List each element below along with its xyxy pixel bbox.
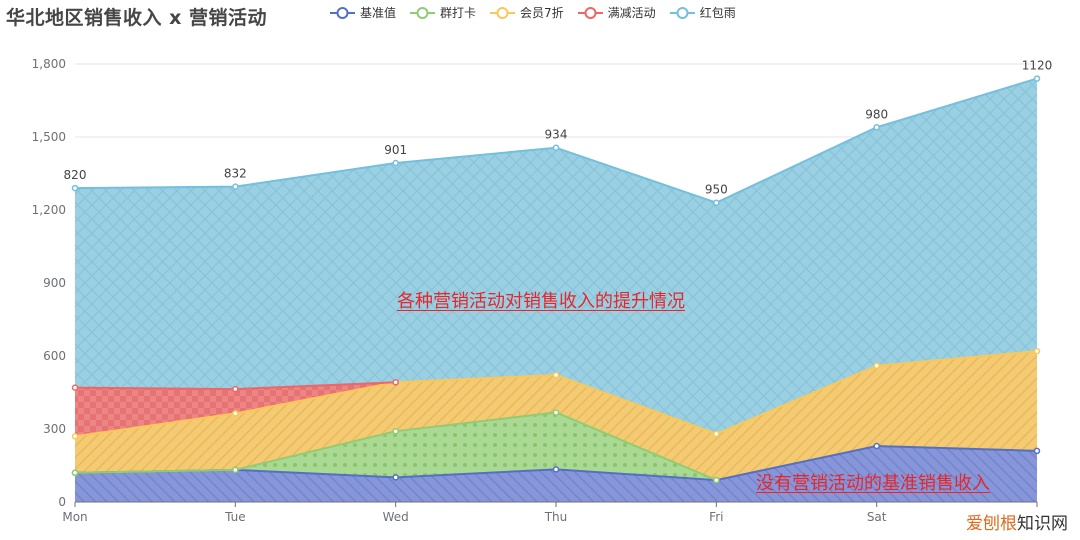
legend-item-baseline[interactable]: 基准值 bbox=[330, 4, 396, 21]
data-labels: 820 832 901 934 950 980 1120 bbox=[64, 59, 1053, 197]
line-series bbox=[71, 75, 1041, 484]
data-point[interactable] bbox=[392, 379, 399, 386]
data-point[interactable] bbox=[552, 466, 560, 473]
legend-label: 群打卡 bbox=[440, 6, 477, 20]
data-point[interactable] bbox=[392, 159, 399, 167]
legend-marker-icon bbox=[410, 6, 436, 19]
data-point[interactable] bbox=[71, 184, 79, 192]
data-point[interactable] bbox=[71, 384, 79, 391]
y-tick-label: 1,200 bbox=[32, 203, 66, 217]
watermark-part2: 知识网 bbox=[1017, 514, 1068, 534]
x-tick-label: Tue bbox=[224, 510, 246, 524]
data-point[interactable] bbox=[713, 199, 720, 206]
annotation-center: 各种营销活动对销售收入的提升情况 bbox=[397, 291, 685, 312]
legend-label: 基准值 bbox=[360, 6, 397, 20]
watermark: 爱刨根知识网 bbox=[966, 509, 1068, 534]
data-label: 820 bbox=[64, 168, 87, 182]
data-point[interactable] bbox=[1033, 75, 1041, 82]
chart-title: 华北地区销售收入 x 营销活动 bbox=[6, 7, 267, 29]
watermark-part1: 爱刨根 bbox=[966, 514, 1017, 534]
legend-marker-icon bbox=[577, 6, 603, 19]
area-4 bbox=[75, 78, 1037, 434]
y-tick-label: 0 bbox=[58, 495, 66, 509]
legend-marker-icon bbox=[490, 6, 516, 19]
data-label: 950 bbox=[705, 183, 728, 197]
data-point[interactable] bbox=[873, 442, 880, 450]
area-series bbox=[75, 78, 1037, 502]
area-3 bbox=[75, 382, 396, 437]
legend-label: 红包雨 bbox=[699, 6, 736, 20]
area-2 bbox=[75, 351, 1037, 481]
y-tick-label: 1,500 bbox=[32, 130, 66, 144]
data-point[interactable] bbox=[71, 433, 79, 440]
legend-marker-icon bbox=[669, 6, 695, 19]
legend-label: 满减活动 bbox=[607, 6, 656, 20]
y-tick-label: 900 bbox=[43, 276, 66, 290]
data-label: 832 bbox=[224, 167, 247, 181]
x-tick-label: Mon bbox=[62, 510, 87, 524]
data-point[interactable] bbox=[713, 430, 720, 438]
y-tick-label: 600 bbox=[43, 349, 66, 363]
area-0 bbox=[75, 446, 1037, 502]
data-point[interactable] bbox=[1033, 447, 1041, 455]
legend-label: 会员7折 bbox=[520, 6, 564, 20]
x-tick-label: Sat bbox=[867, 510, 887, 524]
data-label: 980 bbox=[865, 107, 888, 121]
data-label: 934 bbox=[545, 128, 568, 142]
data-label: 901 bbox=[384, 143, 407, 157]
legend-item-member-discount[interactable]: 会员7折 bbox=[490, 4, 564, 21]
x-tick-label: Wed bbox=[383, 510, 409, 524]
x-tick-label: Fri bbox=[709, 510, 723, 524]
data-point[interactable] bbox=[232, 385, 239, 393]
x-tick-label: Thu bbox=[544, 510, 568, 524]
data-point[interactable] bbox=[392, 427, 399, 435]
data-point[interactable] bbox=[873, 362, 880, 369]
axes: 0 300 600 900 1,200 1,500 1,800 Mon Tue Wed Thu Fri… bbox=[32, 57, 1038, 524]
legend-item-full-reduction[interactable]: 满减活动 bbox=[577, 4, 656, 21]
chart-legend: 基准值 群打卡 会员7折 满减活动 红包雨 bbox=[330, 4, 736, 21]
data-point[interactable] bbox=[552, 409, 560, 416]
y-tick-label: 1,800 bbox=[32, 57, 66, 71]
data-point[interactable] bbox=[232, 410, 239, 417]
data-point[interactable] bbox=[552, 371, 560, 379]
legend-marker-icon bbox=[330, 6, 355, 19]
data-point[interactable] bbox=[552, 144, 560, 151]
legend-item-group-checkin[interactable]: 群打卡 bbox=[410, 4, 476, 21]
data-point[interactable] bbox=[232, 466, 239, 474]
data-point[interactable] bbox=[1033, 347, 1041, 355]
data-point[interactable] bbox=[71, 469, 79, 477]
data-point[interactable] bbox=[873, 124, 880, 131]
y-tick-label: 300 bbox=[43, 422, 66, 436]
annotation-baseline: 没有营销活动的基准销售收入 bbox=[756, 473, 990, 494]
data-point[interactable] bbox=[392, 474, 399, 481]
data-point[interactable] bbox=[713, 476, 720, 484]
legend-item-red-envelope[interactable]: 红包雨 bbox=[669, 4, 736, 21]
data-label: 1120 bbox=[1022, 59, 1053, 73]
area-1 bbox=[75, 412, 717, 481]
data-point[interactable] bbox=[232, 183, 239, 190]
